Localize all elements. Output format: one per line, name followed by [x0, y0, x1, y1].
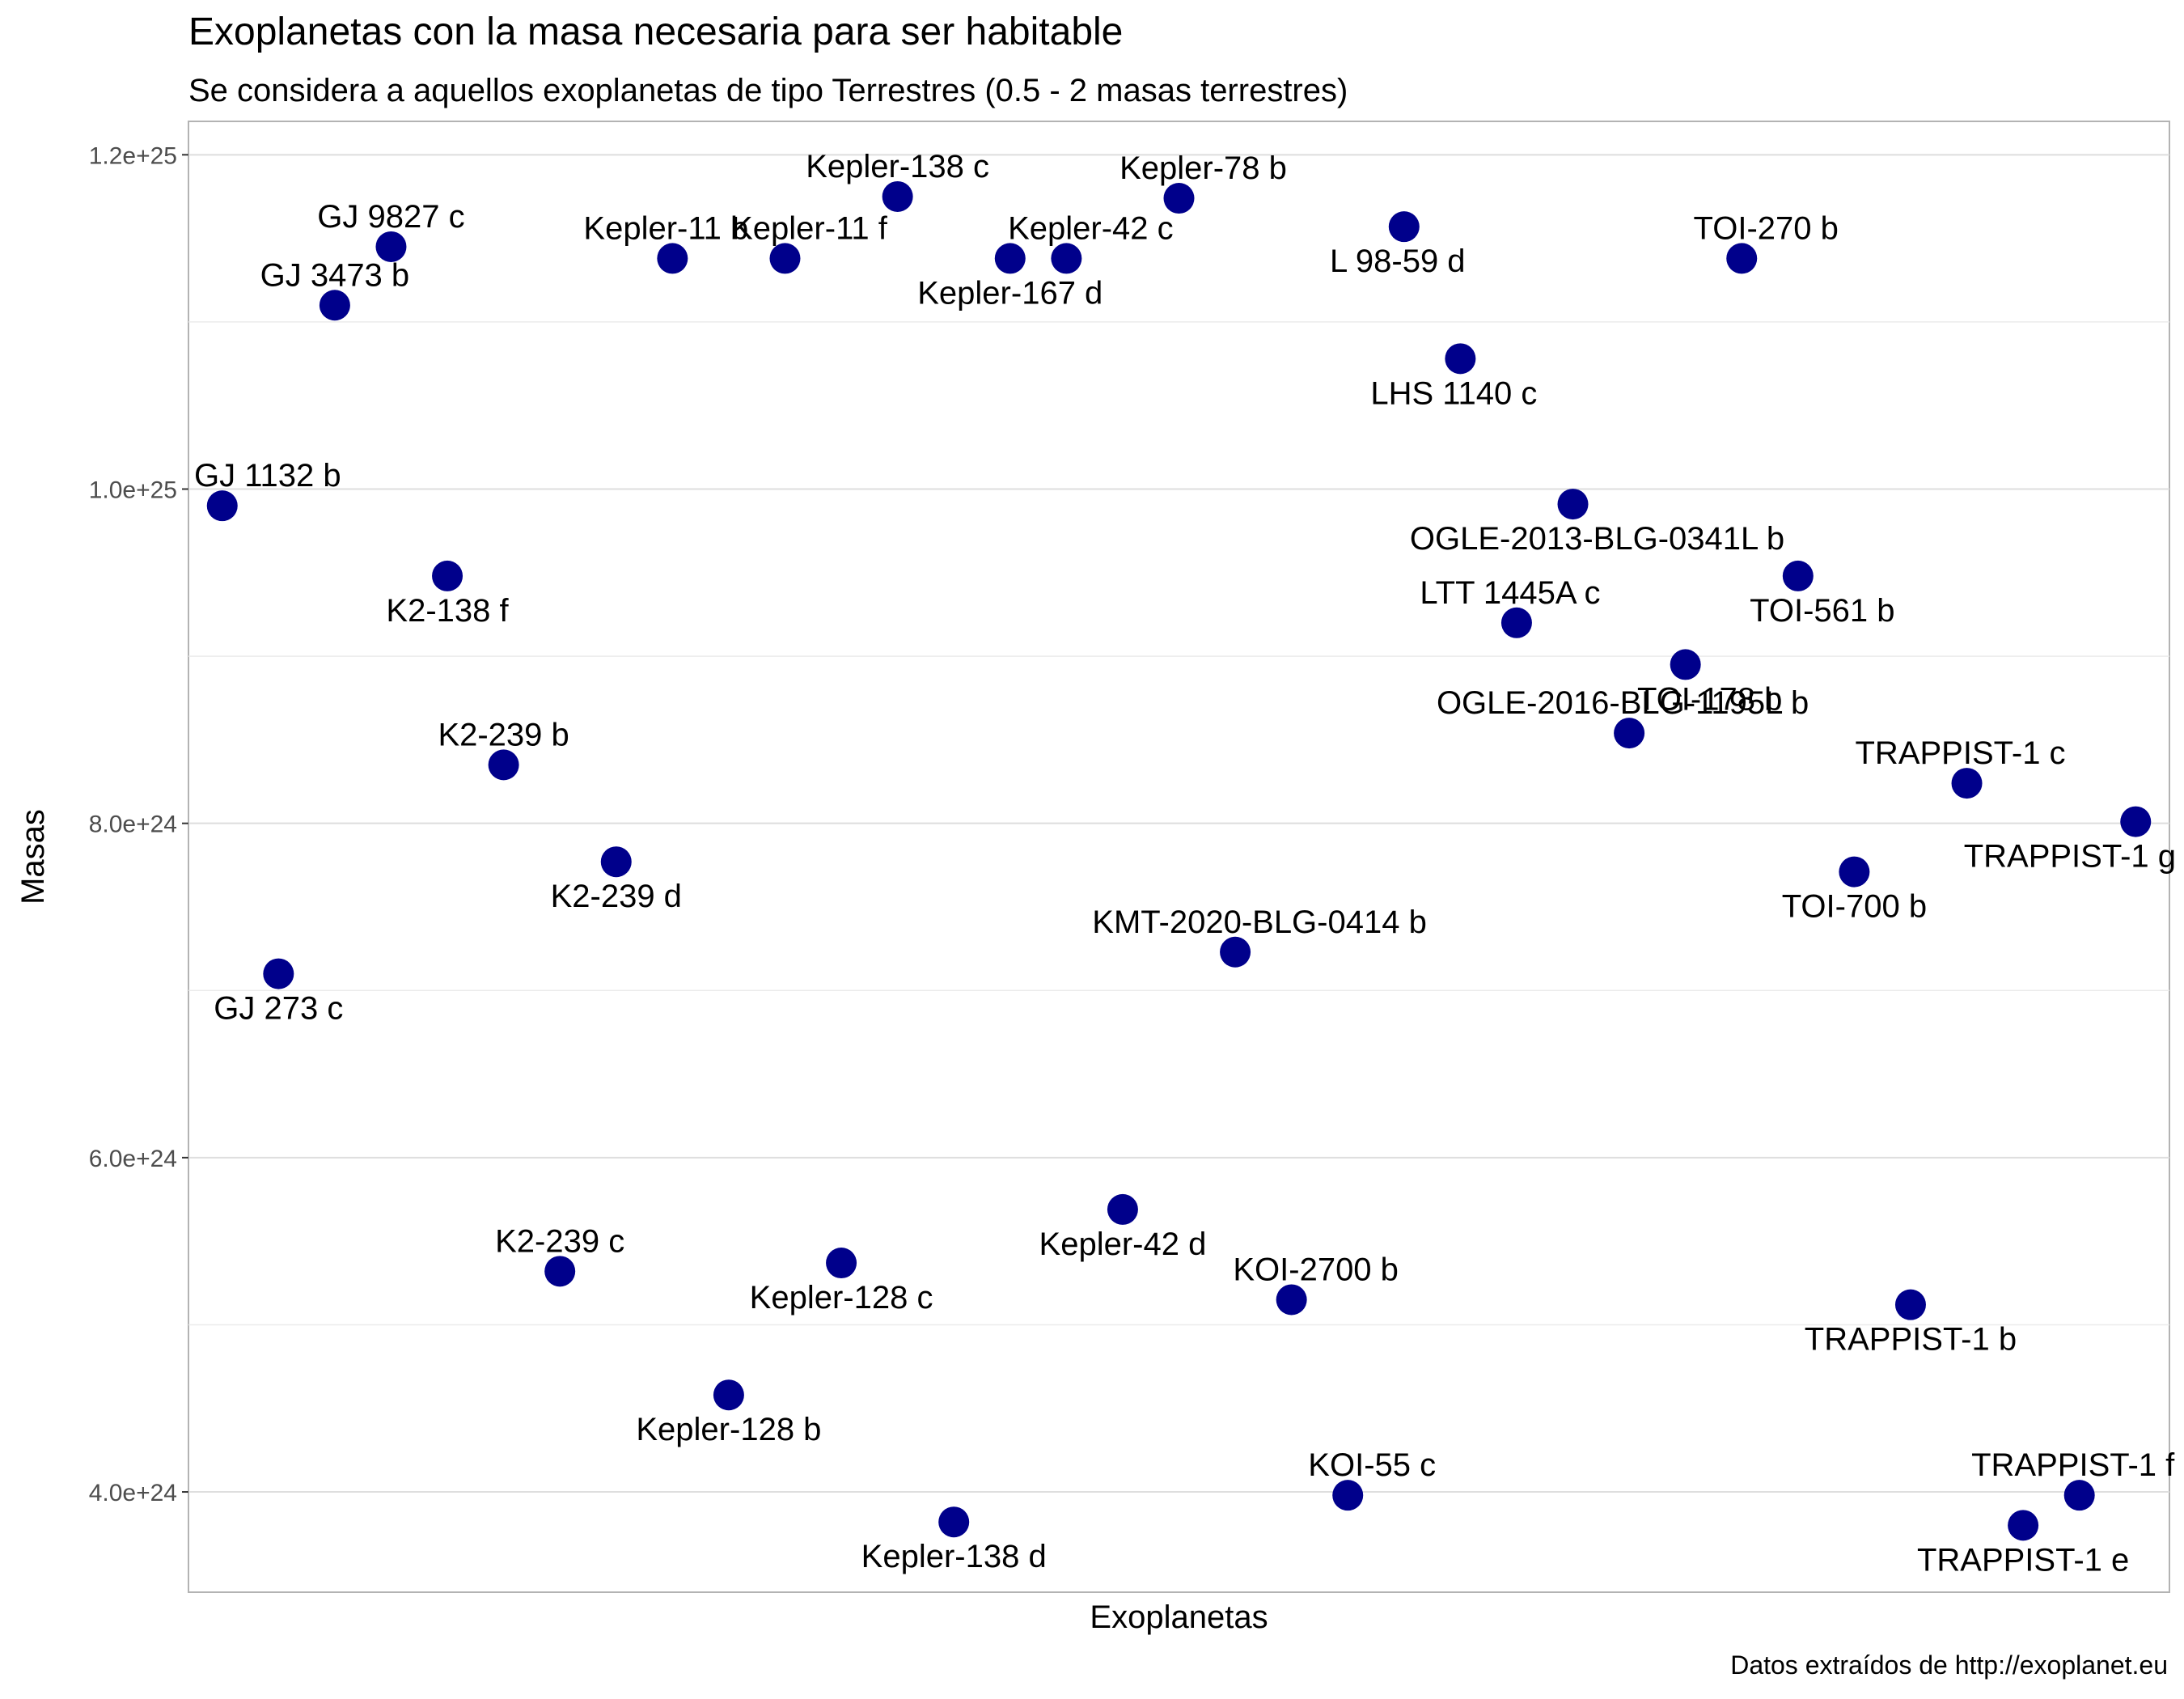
data-point: [2063, 1480, 2095, 1511]
data-point: [319, 290, 350, 321]
point-label: TOI-178 b: [1637, 681, 1782, 717]
y-tick-label: 4.0e+24: [89, 1480, 177, 1506]
point-label: LHS 1140 c: [1370, 375, 1537, 411]
data-point: [263, 958, 294, 989]
y-axis-ticks: 4.0e+24 6.0e+24 8.0e+24 1.0e+25 1.2e+25: [89, 142, 188, 1506]
chart-subtitle: Se considera a aquellos exoplanetas de t…: [188, 73, 1348, 108]
chart-title: Exoplanetas con la masa necesaria para s…: [188, 11, 1124, 53]
y-tick-label: 6.0e+24: [89, 1146, 177, 1172]
data-point: [206, 490, 238, 522]
point-label: GJ 1132 b: [194, 458, 341, 494]
data-point: [432, 560, 463, 591]
point-label: TRAPPIST-1 e: [1917, 1542, 2129, 1578]
data-point: [1163, 183, 1195, 214]
data-point: [994, 243, 1026, 274]
data-point: [1782, 560, 1814, 591]
data-point: [1614, 718, 1645, 749]
data-point: [1557, 489, 1589, 520]
point-label: K2-239 b: [438, 717, 569, 752]
point-label: Kepler-138 d: [861, 1539, 1047, 1574]
data-point: [826, 1248, 857, 1279]
point-label: KOI-55 c: [1308, 1447, 1436, 1483]
data-point: [1951, 768, 1983, 799]
point-label: TOI-700 b: [1782, 889, 1927, 925]
data-point: [1388, 211, 1420, 243]
data-point: [1445, 343, 1476, 375]
point-label: OGLE-2013-BLG-0341L b: [1410, 521, 1784, 557]
data-point: [1726, 243, 1758, 274]
data-point: [1107, 1193, 1138, 1225]
plot-panel: [188, 121, 2170, 1593]
point-label: TRAPPIST-1 f: [1971, 1447, 2175, 1483]
point-label: TRAPPIST-1 b: [1805, 1322, 2017, 1358]
point-label: L 98-59 d: [1330, 244, 1466, 279]
point-label: Kepler-11 b: [583, 210, 748, 246]
point-label: TRAPPIST-1 c: [1856, 735, 2066, 771]
data-points: [206, 180, 2152, 1541]
data-point: [2120, 806, 2152, 837]
point-label: Kepler-42 d: [1039, 1227, 1207, 1262]
grid-lines: [188, 154, 2169, 1494]
data-point: [657, 243, 688, 274]
data-point: [2008, 1510, 2039, 1541]
point-label: OGLE-2016-BLG-1195L b: [1437, 685, 1809, 721]
point-label: GJ 9827 c: [317, 199, 464, 235]
data-point: [375, 231, 407, 262]
data-point: [1894, 1289, 1926, 1320]
point-label: Kepler-128 b: [636, 1412, 821, 1447]
data-point: [882, 180, 913, 212]
x-axis-title: Exoplanetas: [1090, 1599, 1268, 1635]
point-label: TRAPPIST-1 g: [1964, 839, 2176, 875]
chart-caption: Datos extraídos de http://exoplanet.eu: [1730, 1650, 2168, 1680]
point-label: GJ 3473 b: [260, 257, 410, 293]
point-label: Kepler-42 c: [1008, 210, 1174, 246]
point-label: TOI-270 b: [1694, 210, 1839, 246]
point-labels: GJ 1132 b GJ 273 c GJ 3473 b GJ 9827 c K2-13…: [194, 149, 2176, 1578]
data-point: [1670, 649, 1701, 680]
data-point: [544, 1256, 576, 1287]
data-point: [600, 846, 632, 878]
data-point: [769, 243, 801, 274]
point-label: KMT-2020-BLG-0414 b: [1092, 905, 1427, 940]
data-point: [488, 749, 519, 781]
point-label: Kepler-11 f: [731, 210, 888, 246]
point-label: K2-239 c: [495, 1223, 624, 1259]
point-label: Kepler-138 c: [806, 149, 989, 184]
data-point: [1051, 243, 1082, 274]
data-point: [1500, 607, 1532, 638]
point-label: Kepler-78 b: [1120, 150, 1287, 186]
y-tick-label: 8.0e+24: [89, 811, 177, 838]
data-point: [1276, 1284, 1307, 1316]
data-point: [1220, 936, 1251, 968]
point-label: TOI-561 b: [1750, 593, 1894, 629]
point-label: K2-239 d: [551, 879, 682, 914]
data-point: [938, 1506, 970, 1538]
point-label: Kepler-167 d: [917, 275, 1103, 311]
point-label: Kepler-128 c: [750, 1280, 933, 1316]
data-point: [1332, 1480, 1364, 1511]
point-label: GJ 273 c: [214, 991, 343, 1027]
y-tick-label: 1.2e+25: [89, 142, 177, 169]
y-axis-title: Masas: [15, 809, 51, 905]
point-label: K2-138 f: [386, 593, 509, 629]
point-label: KOI-2700 b: [1233, 1252, 1399, 1287]
data-point: [713, 1379, 744, 1411]
y-tick-label: 1.0e+25: [89, 477, 177, 504]
point-label: LTT 1445A c: [1420, 575, 1600, 611]
data-point: [1839, 856, 1870, 888]
